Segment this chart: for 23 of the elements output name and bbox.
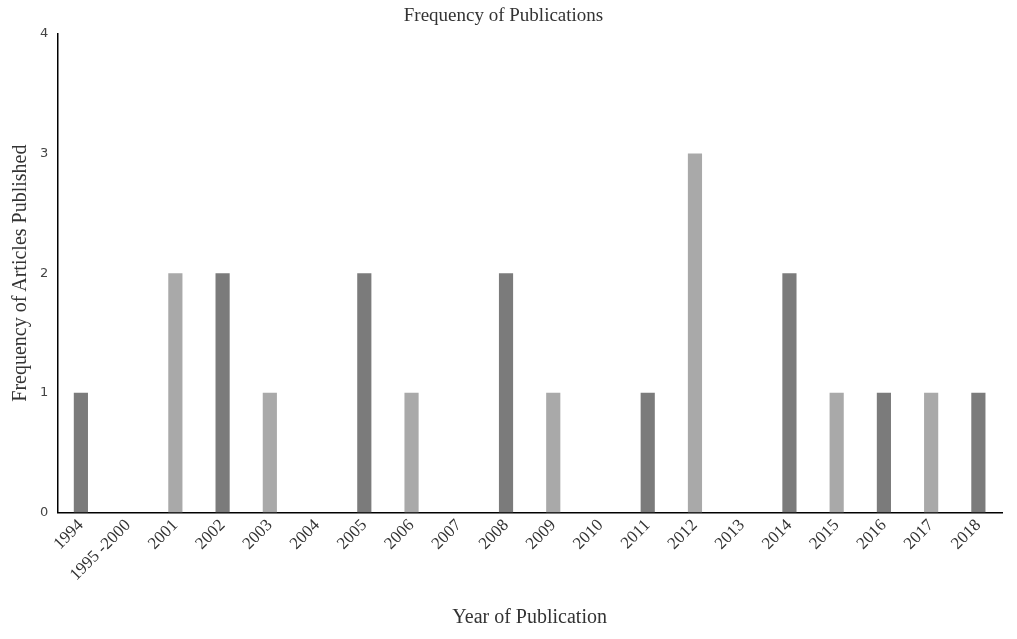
bar [404,392,419,513]
bar [262,392,277,513]
y-tick-label: 2 [39,264,49,280]
bar [782,273,797,513]
bar [687,153,703,513]
x-axis-title: Year of Publication [452,605,607,628]
bar [546,392,561,513]
bar [168,273,183,513]
bar [924,392,939,513]
bar [215,273,230,513]
y-tick-label: 4 [39,25,49,41]
bar [876,392,891,513]
y-tick-label: 0 [39,503,49,519]
y-axis-title: Frequency of Articles Published [8,144,32,402]
y-tick-label: 3 [39,144,49,160]
bar [829,392,844,513]
bar [498,273,514,513]
bar [971,392,986,513]
chart-title: Frequency of Publications [403,4,604,26]
y-tick-label: 1 [39,384,49,400]
bar [640,392,655,513]
bar [357,273,372,513]
bar [73,392,88,513]
